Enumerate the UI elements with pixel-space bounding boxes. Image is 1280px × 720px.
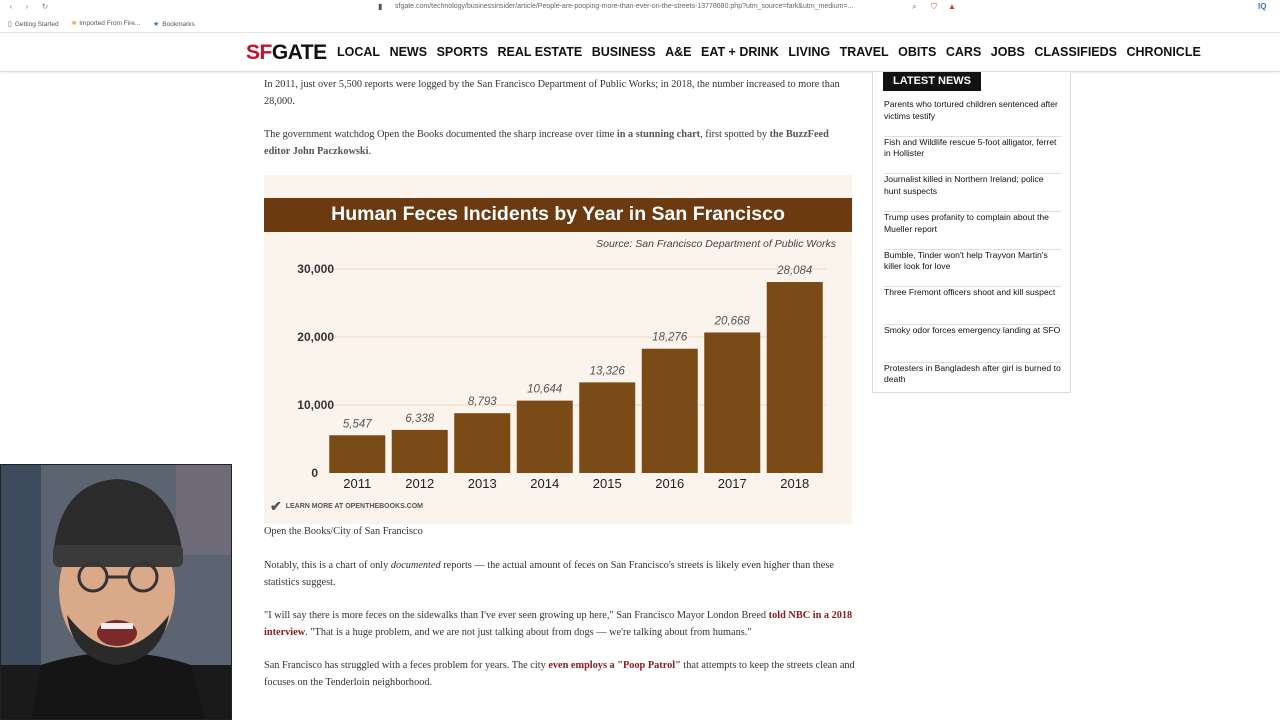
nav-business[interactable]: BUSINESS <box>591 45 656 59</box>
webcam-person-image <box>1 465 231 719</box>
chart-bar <box>454 413 511 473</box>
brave-shield-icon[interactable]: ⛉ <box>931 2 937 11</box>
latest-news-list: Parents who tortured children sentenced … <box>884 99 1061 401</box>
news-item[interactable]: Three Fremont officers shoot and kill su… <box>884 287 1061 326</box>
bookmark-imported[interactable]: ■ Imported From Fire... <box>72 20 141 27</box>
x-tick-label: 2013 <box>468 476 497 491</box>
nav-news[interactable]: NEWS <box>389 45 428 59</box>
chart-bar <box>704 332 761 473</box>
x-tick-label: 2011 <box>343 476 371 491</box>
paragraph-4: "I will say there is more feces on the s… <box>264 610 853 638</box>
article-body-bottom: Notably, this is a chart of only documen… <box>264 557 856 707</box>
nav-living[interactable]: LIVING <box>788 45 831 59</box>
y-tick-label: 20,000 <box>297 330 334 344</box>
browser-address-bar: ‹ › ↻ ▮ sfgate.com/technology/businessin… <box>0 0 1280 16</box>
chart-bar <box>641 348 698 473</box>
news-item[interactable]: Parents who tortured children sentenced … <box>884 99 1061 137</box>
news-item[interactable]: Protesters in Bangladesh after girl is b… <box>884 362 1061 385</box>
chart-title: Human Feces Incidents by Year in San Fra… <box>331 203 785 225</box>
nav-obits[interactable]: OBITS <box>898 45 937 59</box>
bar-value-label: 10,644 <box>527 384 562 396</box>
news-item[interactable]: Trump uses profanity to complain about t… <box>884 212 1061 250</box>
sfgate-logo[interactable]: SFGATE <box>246 41 327 64</box>
bookmark-page-icon[interactable]: ▮ <box>378 2 383 11</box>
buzzfeed-editor-link[interactable]: the BuzzFeed editor John Paczkowski <box>264 129 829 157</box>
bar-value-label: 13,326 <box>590 365 626 377</box>
forward-icon[interactable]: › <box>25 2 29 11</box>
webcam-overlay <box>0 464 232 720</box>
x-tick-label: 2012 <box>405 476 434 491</box>
star-icon: ★ <box>153 21 160 28</box>
latest-news-heading: LATEST NEWS <box>883 72 982 91</box>
news-item[interactable]: Smoky odor forces emergency landing at S… <box>884 325 1061 363</box>
bar-value-label: 8,793 <box>468 396 497 408</box>
bookmarks-bar: ▯ Getting Started ■ Imported From Fire..… <box>0 16 1280 33</box>
bookmark-getting-started[interactable]: ▯ Getting Started <box>8 20 59 29</box>
chart-bar <box>516 400 573 473</box>
article-body-top: In 2011, just over 5,500 reports were lo… <box>264 76 856 176</box>
page-icon: ▯ <box>8 21 12 28</box>
nav-cars[interactable]: CARS <box>945 45 982 59</box>
x-tick-label: 2016 <box>655 476 684 491</box>
x-tick-label: 2017 <box>718 476 747 491</box>
news-item[interactable]: Fish and Wildlife rescue 5-foot alligato… <box>884 137 1061 175</box>
main-nav: LOCAL NEWS SPORTS REAL ESTATE BUSINESS A… <box>337 45 1210 59</box>
bar-value-label: 20,668 <box>714 315 751 327</box>
checkmark-icon: ✔ <box>270 498 282 514</box>
news-item[interactable]: Bumble, Tinder won't help Trayvon Martin… <box>884 250 1061 288</box>
chart-footer: ✔ LEARN MORE AT OPENTHEBOOKS.COM <box>270 498 424 514</box>
bar-value-label: 6,338 <box>405 413 434 425</box>
x-tick-label: 2014 <box>530 476 559 491</box>
bookmark-bookmarks[interactable]: ★ Bookmarks <box>153 20 195 29</box>
extension-icon[interactable]: IQ <box>1258 2 1267 11</box>
news-item[interactable]: Journalist killed in Northern Ireland; p… <box>884 174 1061 213</box>
paragraph-5: San Francisco has struggled with a feces… <box>264 660 855 688</box>
nav-chronicle[interactable]: CHRONICLE <box>1126 45 1201 59</box>
nav-local[interactable]: LOCAL <box>337 45 381 59</box>
image-caption: Open the Books/City of San Francisco <box>264 526 423 537</box>
paragraph-3: Notably, this is a chart of only documen… <box>264 560 834 588</box>
alert-icon[interactable]: ▲ <box>948 2 956 11</box>
zoom-icon[interactable]: ⌕ <box>912 2 917 11</box>
x-tick-label: 2015 <box>593 476 622 491</box>
site-header: SFGATE LOCAL NEWS SPORTS REAL ESTATE BUS… <box>0 33 1280 72</box>
feces-chart-image: Human Feces Incidents by Year in San Fra… <box>264 175 852 524</box>
poop-patrol-link[interactable]: even employs a "Poop Patrol" <box>548 660 681 671</box>
chart-bar <box>329 435 386 473</box>
url-field[interactable]: sfgate.com/technology/businessinsider/ar… <box>395 3 854 10</box>
chart-bar <box>391 429 448 473</box>
y-tick-label: 10,000 <box>297 398 334 412</box>
bar-value-label: 5,547 <box>343 418 372 430</box>
chart-plot: 0 10,000 20,000 30,000 5,547 2011 6,338 2012 8,7… <box>297 262 826 491</box>
bar-value-label: 18,276 <box>652 332 688 344</box>
bar-value-label: 28,084 <box>776 265 812 277</box>
chart-source: Source: San Francisco Department of Publ… <box>596 238 836 250</box>
nav-classifieds[interactable]: CLASSIFIEDS <box>1034 45 1117 59</box>
stunning-chart-link[interactable]: in a stunning chart <box>616 129 701 140</box>
nav-jobs[interactable]: JOBS <box>990 45 1025 59</box>
latest-news-sidebar: LATEST NEWS Parents who tortured childre… <box>872 72 1071 393</box>
chart-bar <box>766 282 823 473</box>
nav-ae[interactable]: A&E <box>665 45 692 59</box>
folder-icon: ■ <box>72 20 77 27</box>
nav-sports[interactable]: SPORTS <box>436 45 488 59</box>
back-icon[interactable]: ‹ <box>9 2 13 11</box>
reload-icon[interactable]: ↻ <box>41 2 49 11</box>
paragraph-1: In 2011, just over 5,500 reports were lo… <box>264 79 840 107</box>
nbc-interview-link[interactable]: told NBC in a 2018 interview <box>264 610 853 638</box>
nav-real-estate[interactable]: REAL ESTATE <box>497 45 583 59</box>
chart-bar <box>579 382 636 473</box>
nav-travel[interactable]: TRAVEL <box>839 45 889 59</box>
y-tick-label: 30,000 <box>297 262 334 276</box>
chart-title-bar: Human Feces Incidents by Year in San Fra… <box>264 198 852 232</box>
paragraph-2: The government watchdog Open the Books d… <box>264 129 829 157</box>
nav-eat-drink[interactable]: EAT + DRINK <box>701 45 779 59</box>
y-tick-label: 0 <box>311 466 318 480</box>
x-tick-label: 2018 <box>780 476 809 491</box>
